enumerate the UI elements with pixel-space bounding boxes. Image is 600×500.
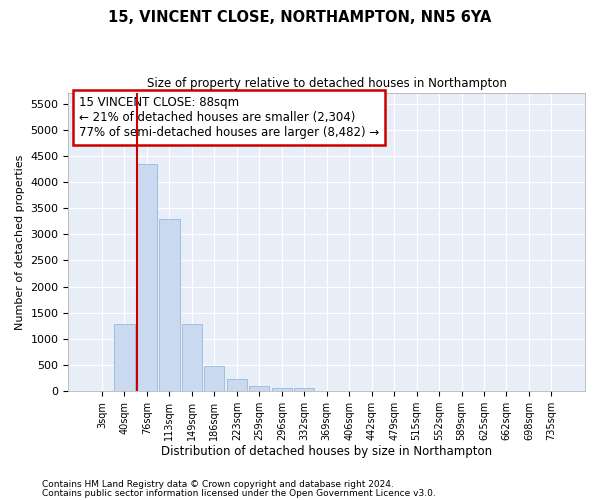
X-axis label: Distribution of detached houses by size in Northampton: Distribution of detached houses by size … xyxy=(161,444,492,458)
Title: Size of property relative to detached houses in Northampton: Size of property relative to detached ho… xyxy=(147,78,506,90)
Bar xyxy=(115,324,134,391)
Bar xyxy=(294,388,314,391)
Bar xyxy=(272,388,292,391)
Text: Contains public sector information licensed under the Open Government Licence v3: Contains public sector information licen… xyxy=(42,489,436,498)
Text: Contains HM Land Registry data © Crown copyright and database right 2024.: Contains HM Land Registry data © Crown c… xyxy=(42,480,394,489)
Bar xyxy=(182,324,202,391)
Bar xyxy=(249,386,269,391)
Bar xyxy=(204,366,224,391)
Bar xyxy=(159,218,179,391)
Bar xyxy=(227,378,247,391)
Bar xyxy=(137,164,157,391)
Text: 15 VINCENT CLOSE: 88sqm
← 21% of detached houses are smaller (2,304)
77% of semi: 15 VINCENT CLOSE: 88sqm ← 21% of detache… xyxy=(79,96,379,139)
Text: 15, VINCENT CLOSE, NORTHAMPTON, NN5 6YA: 15, VINCENT CLOSE, NORTHAMPTON, NN5 6YA xyxy=(109,10,491,25)
Y-axis label: Number of detached properties: Number of detached properties xyxy=(15,154,25,330)
